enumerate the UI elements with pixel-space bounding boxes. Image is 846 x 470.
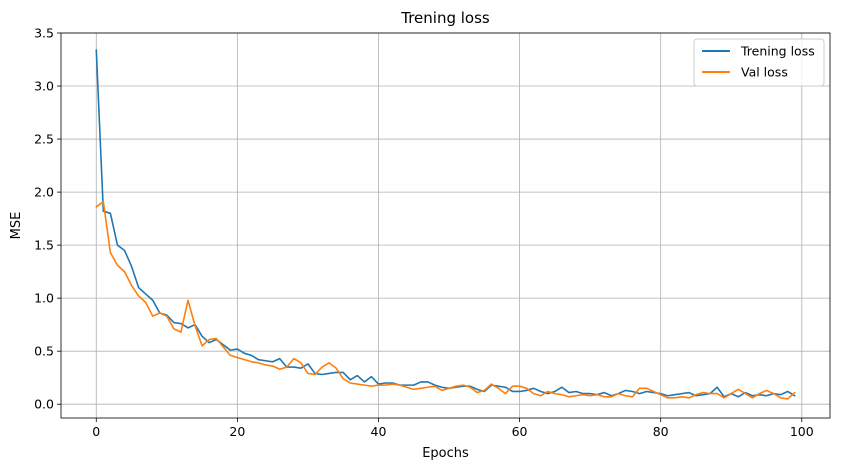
y-tick-label: 2.0 [34, 185, 54, 200]
legend-label-val-loss: Val loss [741, 65, 788, 80]
x-tick-label: 40 [371, 424, 387, 439]
y-axis-label: MSE [9, 212, 24, 240]
x-tick-label: 60 [512, 424, 528, 439]
series-lines [95, 49, 796, 400]
y-tick-label: 3.5 [34, 26, 54, 41]
legend-label-trening-loss: Trening loss [740, 44, 815, 59]
legend: Trening loss Val loss [693, 38, 825, 87]
y-tick-label: 2.5 [34, 132, 54, 147]
y-tick-label: 0.0 [34, 397, 54, 412]
x-tick-label: 20 [229, 424, 245, 439]
plot-frame [60, 32, 831, 419]
y-tick-label: 1.0 [34, 291, 54, 306]
y-tick-label: 1.5 [34, 238, 54, 253]
series-line-trening-loss [95, 49, 796, 398]
x-tick-label: 100 [790, 424, 814, 439]
x-axis-label: Epochs [422, 446, 469, 461]
y-tick-label: 0.5 [34, 344, 54, 359]
chart-title: Trening loss [400, 9, 490, 27]
y-tick-label: 3.0 [34, 79, 54, 94]
series-line-val-loss [95, 200, 796, 400]
axis-ticks: 0 20 40 60 80 100 0.0 0.5 1.0 1.5 2.0 2.5 3.0 3.5 [34, 26, 814, 440]
x-tick-label: 80 [653, 424, 669, 439]
x-tick-label: 0 [92, 424, 100, 439]
